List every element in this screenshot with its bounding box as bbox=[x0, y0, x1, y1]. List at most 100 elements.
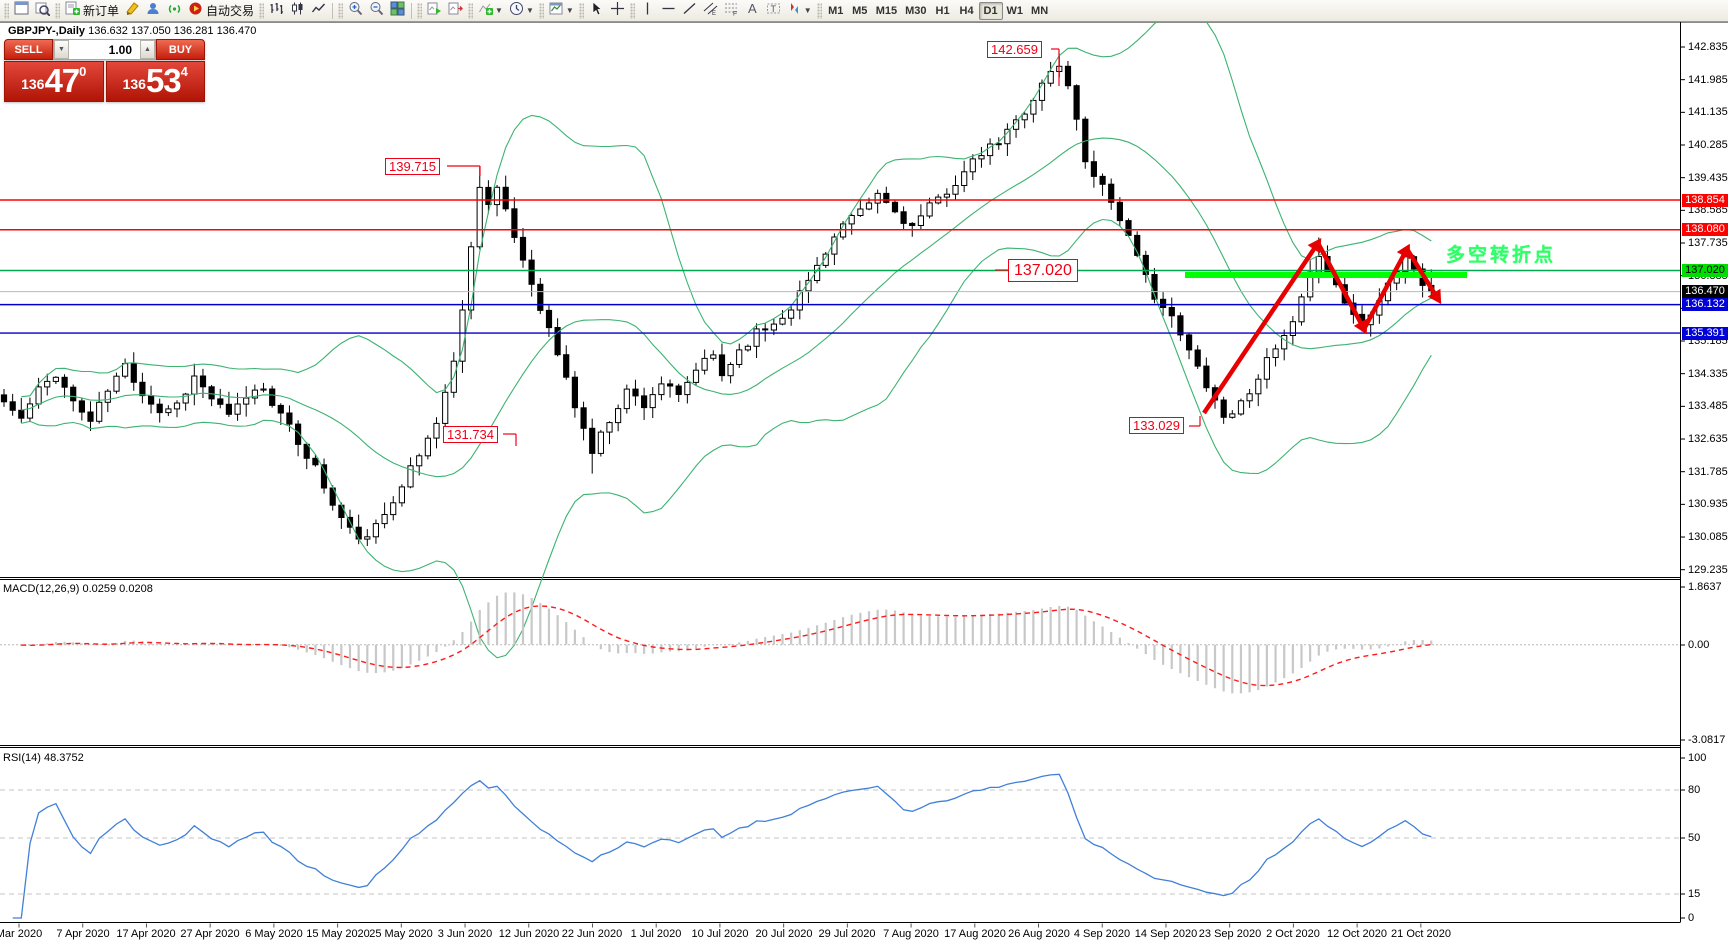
timeframe-D1-button[interactable]: D1 bbox=[978, 1, 1003, 20]
arrows-button[interactable]: ▼ bbox=[784, 1, 815, 21]
chevron-down-icon: ▼ bbox=[803, 6, 812, 15]
zoom-in-button[interactable] bbox=[345, 1, 366, 21]
new-order-button[interactable]: 新订单 bbox=[62, 1, 122, 21]
toolbar-grip[interactable] bbox=[538, 2, 544, 19]
toolbar-grip[interactable] bbox=[338, 2, 344, 19]
toolbar-grip[interactable] bbox=[4, 2, 9, 19]
date-tick-label: 12 Jun 2020 bbox=[498, 928, 560, 940]
toolbar-grip[interactable] bbox=[468, 2, 474, 19]
timeframe-MN-button[interactable]: MN bbox=[1031, 4, 1049, 17]
rsi-tick-label: 80 bbox=[1688, 784, 1701, 796]
metaeditor-icon bbox=[125, 1, 140, 21]
timeframe-W1-button[interactable]: W1 bbox=[1006, 4, 1024, 17]
cursor-button[interactable] bbox=[586, 0, 607, 21]
macd-tick-label: -3.0817 bbox=[1688, 734, 1726, 746]
text-label-button[interactable]: T bbox=[763, 1, 784, 21]
timeframe-M15-button[interactable]: M15 bbox=[875, 4, 898, 17]
toolbar-grip[interactable] bbox=[629, 2, 635, 19]
channel-button[interactable]: E bbox=[700, 1, 721, 21]
periods-button[interactable]: ▼ bbox=[506, 1, 537, 21]
date-tick-label: 15 May 2020 bbox=[306, 928, 370, 940]
price-level-badge: 135.391 bbox=[1682, 327, 1728, 340]
ohlc-quote: 136.632 137.050 136.281 136.470 bbox=[88, 25, 257, 37]
crosshair-button[interactable] bbox=[607, 1, 628, 21]
sell-button[interactable]: SELL bbox=[4, 39, 53, 60]
vertical-line-button[interactable] bbox=[637, 1, 658, 21]
date-tick-label: 14 Sep 2020 bbox=[1134, 928, 1198, 940]
toolbar-grip[interactable] bbox=[259, 2, 265, 19]
turning-point-note[interactable]: 多空转折点 bbox=[1446, 245, 1557, 266]
window-button[interactable] bbox=[11, 1, 32, 21]
svg-text:F: F bbox=[733, 10, 737, 16]
price-annotation-label[interactable]: 133.029 bbox=[1129, 417, 1184, 434]
price-annotation-label[interactable]: 131.734 bbox=[443, 426, 498, 443]
volume-input[interactable]: 1.00 bbox=[69, 40, 140, 59]
price-tick-label: 132.635 bbox=[1688, 433, 1728, 445]
bar-chart-button[interactable] bbox=[266, 1, 287, 21]
rsi-tick-label: 0 bbox=[1688, 912, 1695, 924]
crosshair-icon bbox=[610, 1, 625, 21]
new-order-icon bbox=[65, 1, 80, 21]
autotrading-icon bbox=[188, 1, 203, 21]
toolbar-grip[interactable] bbox=[816, 2, 822, 19]
zoom-out-button[interactable] bbox=[366, 1, 387, 21]
timeframe-M30-button[interactable]: M30 bbox=[905, 4, 927, 17]
price-annotation-label[interactable]: 137.020 bbox=[1008, 259, 1078, 282]
price-tick-label: 137.735 bbox=[1688, 237, 1728, 249]
date-tick-label: 3 Jun 2020 bbox=[437, 928, 493, 940]
date-tick-label: 20 Jul 2020 bbox=[755, 928, 813, 940]
volume-spinner: ▼ 1.00 ▲ bbox=[53, 39, 156, 60]
buy-price-tile[interactable]: 136 53 4 bbox=[105, 61, 205, 102]
templates-button[interactable]: ▼ bbox=[546, 1, 577, 21]
toolbar-grip[interactable] bbox=[578, 2, 584, 19]
buy-button[interactable]: BUY bbox=[156, 39, 205, 60]
timeframe-M5-button[interactable]: M5 bbox=[852, 4, 868, 17]
date-tick-label: 25 May 2020 bbox=[369, 928, 433, 940]
text-button[interactable]: A bbox=[742, 1, 763, 21]
channel-icon: E bbox=[703, 1, 718, 21]
metaeditor-button[interactable] bbox=[122, 1, 143, 21]
price-tick-label: 141.135 bbox=[1688, 106, 1728, 118]
rsi-tick-label: 100 bbox=[1688, 752, 1707, 764]
toolbar-grip[interactable] bbox=[55, 2, 60, 19]
search-chart-icon bbox=[35, 1, 51, 21]
horizontal-line-icon bbox=[661, 1, 676, 21]
horizontal-line-button[interactable] bbox=[658, 1, 679, 21]
timeframe-M1-button[interactable]: M1 bbox=[828, 4, 844, 17]
templates-icon bbox=[549, 1, 564, 21]
auto-scroll-icon bbox=[427, 1, 442, 21]
autotrading-button[interactable]: 自动交易 bbox=[185, 1, 257, 21]
trendline-icon bbox=[682, 1, 697, 21]
toolbar-grip[interactable] bbox=[417, 2, 423, 19]
price-tick-label: 130.085 bbox=[1688, 531, 1728, 543]
line-chart-button[interactable] bbox=[308, 1, 329, 21]
experts-button[interactable] bbox=[143, 1, 164, 21]
price-level-badge: 138.080 bbox=[1682, 223, 1728, 236]
zoom-out-icon bbox=[369, 1, 384, 21]
auto-scroll-button[interactable] bbox=[424, 1, 445, 21]
macd-tick-label: 0.00 bbox=[1688, 639, 1710, 651]
signals-button[interactable] bbox=[164, 1, 185, 21]
chart-shift-button[interactable] bbox=[445, 1, 466, 21]
date-tick-label: 17 Apr 2020 bbox=[116, 928, 176, 940]
date-tick-label: 23 Sep 2020 bbox=[1198, 928, 1262, 940]
tile-windows-button[interactable] bbox=[387, 1, 408, 21]
price-annotation-label[interactable]: 139.715 bbox=[385, 158, 440, 175]
timeframe-H1-button[interactable]: H1 bbox=[935, 4, 950, 17]
date-tick-label: Mar 2020 bbox=[0, 928, 43, 940]
search-chart-button[interactable] bbox=[32, 1, 53, 21]
sell-price-tile[interactable]: 136 47 0 bbox=[4, 61, 104, 102]
price-tick-label: 129.235 bbox=[1688, 564, 1728, 576]
fibonacci-button[interactable]: F bbox=[721, 1, 742, 21]
volume-increase-button[interactable]: ▲ bbox=[140, 40, 155, 59]
price-tick-label: 141.985 bbox=[1688, 74, 1728, 86]
timeframe-H4-button[interactable]: H4 bbox=[959, 4, 974, 17]
volume-decrease-button[interactable]: ▼ bbox=[54, 40, 69, 59]
trendline-button[interactable] bbox=[679, 1, 700, 21]
date-tick-label: 29 Jul 2020 bbox=[818, 928, 876, 940]
price-annotation-label[interactable]: 142.659 bbox=[987, 41, 1042, 58]
candlestick-button[interactable] bbox=[287, 1, 308, 21]
indicators-button[interactable]: ▼ bbox=[475, 1, 506, 21]
